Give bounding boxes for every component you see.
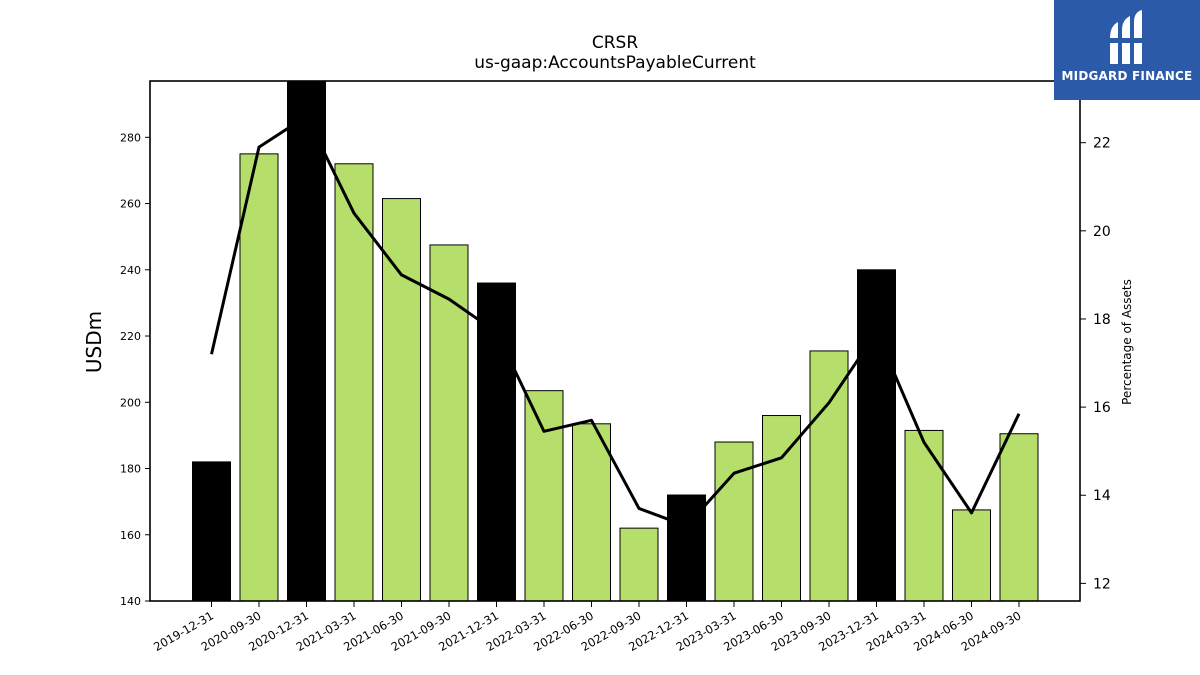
bar-2020-12-31 [287, 81, 326, 601]
bar-2021-03-31 [334, 163, 374, 601]
y-tick-label: 220 [120, 330, 141, 343]
bar-2021-09-30 [429, 244, 469, 601]
y2-tick-label: 18 [1093, 312, 1111, 328]
bar-2023-12-31 [857, 269, 896, 601]
line-group [210, 114, 1021, 528]
bar-2022-03-31 [524, 390, 564, 601]
y-tick-label: 240 [120, 264, 141, 277]
chart-title: CRSR [592, 33, 638, 53]
bar-2021-12-31 [477, 282, 516, 601]
logo-icon [1106, 10, 1146, 64]
bar-2023-09-30 [809, 350, 849, 601]
bar-2024-06-30 [952, 509, 991, 601]
company-logo: MIDGARD FINANCE [1054, 0, 1200, 100]
y2-tick-label: 20 [1093, 224, 1111, 240]
bar-2019-12-31 [192, 461, 231, 601]
bar-2020-09-30 [239, 153, 279, 601]
chart-subtitle: us-gaap:AccountsPayableCurrent [474, 53, 756, 73]
y-tick-label: 180 [120, 463, 141, 476]
bar-2024-09-30 [999, 433, 1039, 601]
y-tick-label: 140 [120, 595, 141, 608]
y2-tick-label: 22 [1093, 136, 1111, 152]
y-tick-label: 280 [120, 131, 141, 144]
y2-axis-label: Percentage of Assets [1120, 279, 1134, 405]
y2-tick-label: 12 [1093, 576, 1111, 592]
y-axis-label: USDm [82, 311, 106, 373]
percentage-of-assets-line [210, 114, 1021, 528]
y-tick-label: 160 [120, 529, 141, 542]
y2-tick-label: 14 [1093, 488, 1111, 504]
bar-2023-03-31 [714, 441, 754, 601]
y-tick-label: 260 [120, 198, 141, 211]
bars-group [192, 81, 1039, 601]
bar-2021-06-30 [382, 198, 421, 601]
y2-tick-label: 16 [1093, 400, 1111, 416]
bar-2022-06-30 [572, 423, 611, 601]
bar-2022-09-30 [619, 527, 659, 601]
y-tick-label: 200 [120, 396, 141, 409]
logo-text: MIDGARD FINANCE [1061, 69, 1193, 83]
plot-frame [149, 80, 1081, 602]
bar-2024-03-31 [904, 429, 944, 601]
